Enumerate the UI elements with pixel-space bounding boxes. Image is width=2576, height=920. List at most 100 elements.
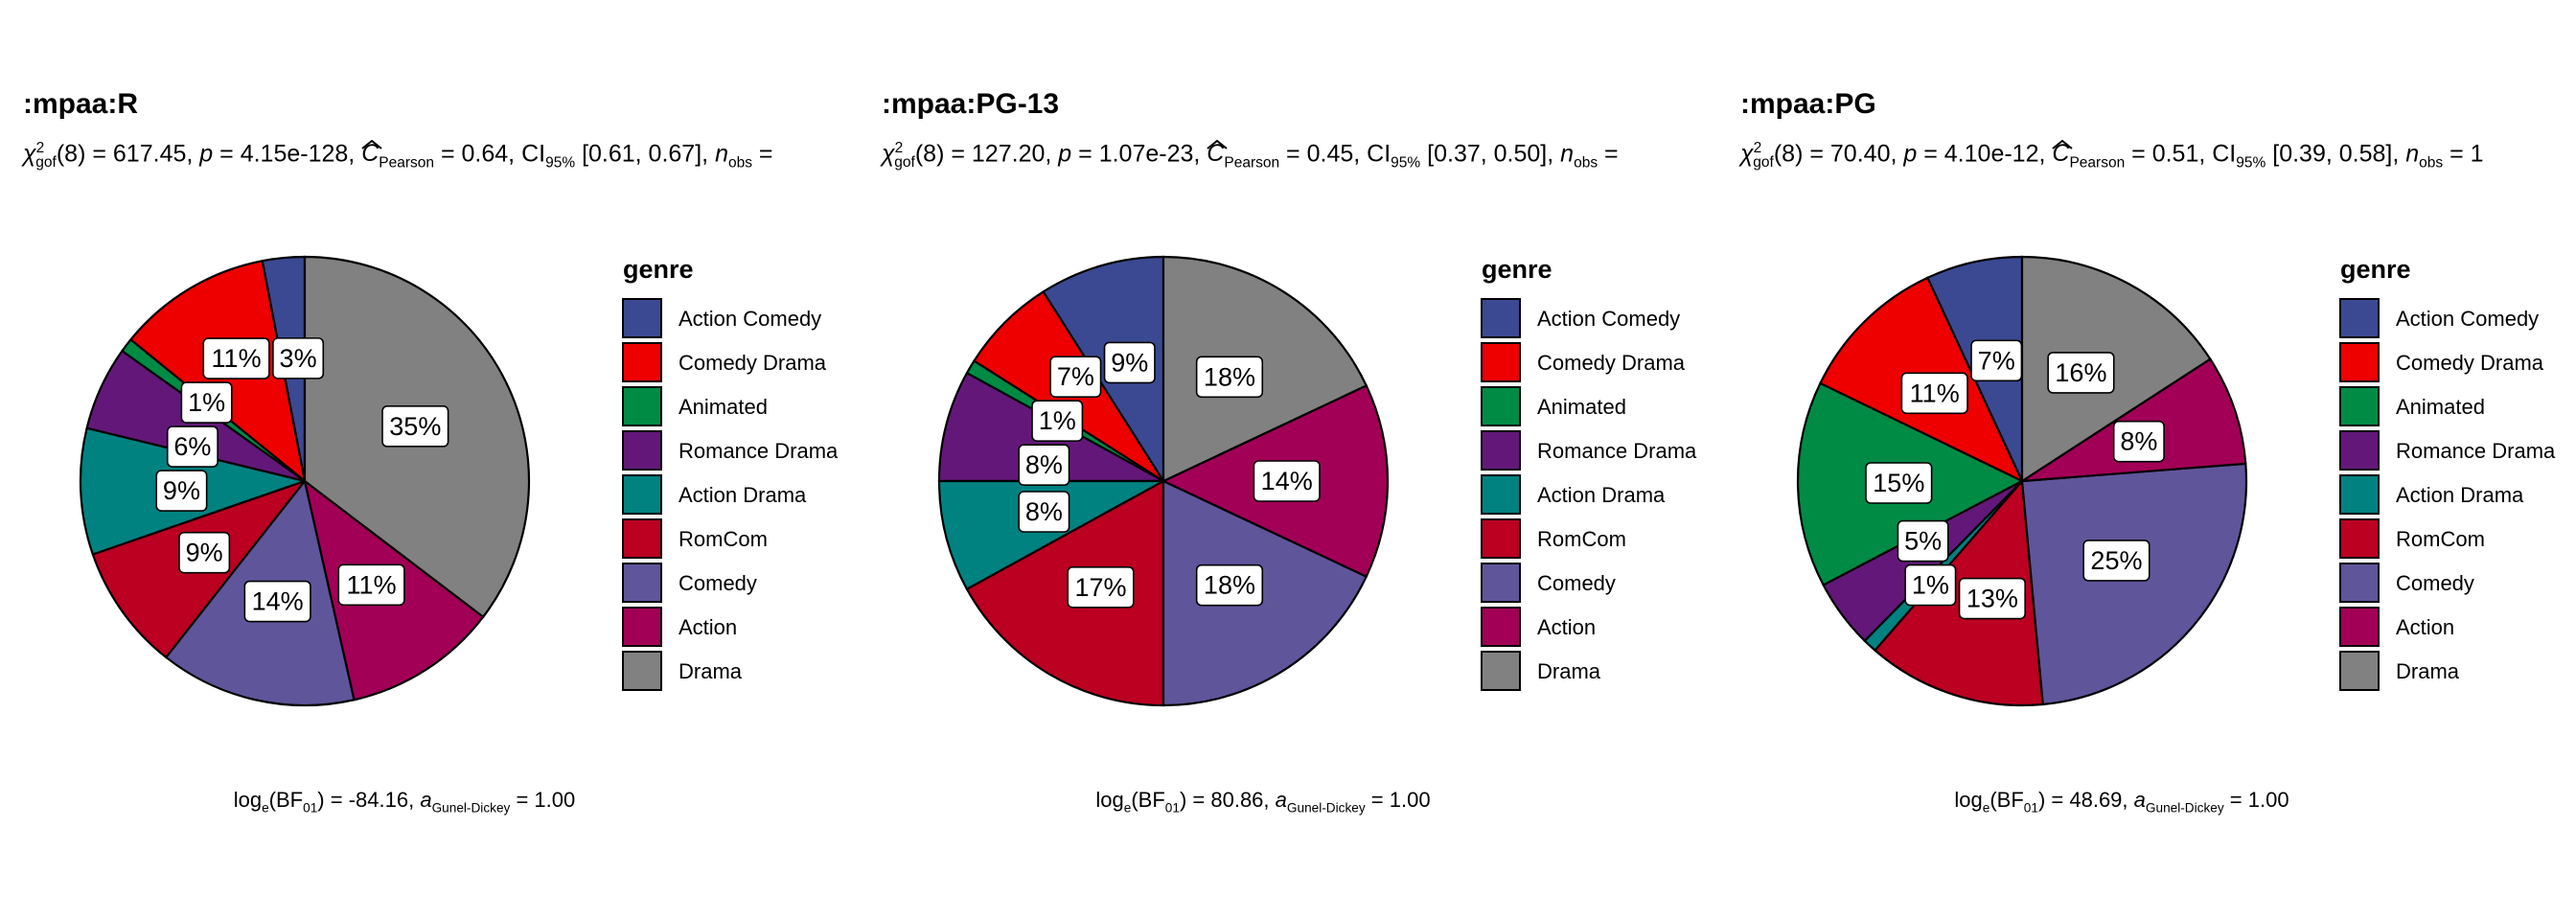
slice-label-romance-drama: 8% [1025,450,1063,479]
panel-subtitle: χ2gof(8) = 70.40, p = 4.10e-12, CPearson… [1740,140,2484,172]
pie-slice-action-comedy [1042,255,1165,485]
slice-labels: 7% 11% 15% 5% 1% 13% 25% 8% 16% [1865,339,2165,620]
slice-label-box [1897,519,1949,563]
slice-label-animated: 1% [188,388,225,417]
panel-title: :mpaa:PG-13 [882,88,1060,120]
slice-label-box [1031,400,1084,442]
legend-key-drama [2339,651,2380,691]
slice-label-animated: 15% [1873,469,1924,497]
legend-key-action-drama [622,474,662,515]
legend-key-comedy-drama [2339,342,2380,382]
a-value: 1.00 [534,788,576,812]
slice-label-box [1067,565,1135,609]
legend-label-action-comedy: Action Comedy [1537,307,1680,331]
legend-label-action-drama: Action Drama [1537,483,1666,507]
legend-key-action [2339,607,2380,647]
effect-size-value: 0.64 [461,140,509,168]
effect-size-value: 0.45 [1306,140,1354,168]
slice-label-comedy-drama: 11% [212,344,262,373]
slice-label-box [1904,564,1957,607]
legend: genre Action Comedy Comedy Drama Animated Ro… [1481,255,1697,691]
df-value: 8 [64,140,79,168]
slice-label-drama: 35% [389,412,441,441]
a-value: 1.00 [1389,788,1431,812]
slice-label-box [337,564,405,607]
legend-label-drama: Drama [678,659,743,683]
legend-key-comedy-drama [1481,342,1521,382]
legend-key-romance-drama [622,430,662,471]
slice-label-action: 14% [1261,467,1313,495]
slice-label-box [155,470,208,512]
bf-value: -84.16 [348,788,409,812]
bf-value: 48.69 [2069,788,2123,812]
slice-label-comedy: 18% [1204,571,1255,600]
legend-label-romcom: RomCom [2396,527,2485,551]
slice-label-drama: 18% [1204,362,1255,391]
legend-key-action-drama [2339,474,2380,515]
legend-label-action-drama: Action Drama [678,483,807,507]
slice-label-comedy-drama: 7% [1057,362,1094,391]
pie-slice-comedy [1162,479,1368,707]
panel-title: :mpaa:R [23,88,139,120]
ci-value: [0.39, 0.58] [2272,140,2393,168]
legend-key-comedy [622,563,662,603]
pie-slice-action [2021,357,2247,483]
legend-key-romcom [1481,518,1521,559]
slice-label-action-comedy: 9% [1111,348,1148,377]
slice-labels: 3% 11% 1% 6% 9% 9% 14% 11% 35% [155,337,449,623]
legend-label-romcom: RomCom [678,527,768,551]
slice-label-box [2047,352,2115,394]
slice-label-action-drama: 8% [1025,497,1063,526]
slice-label-box [1958,577,2026,620]
df-value: 8 [923,140,937,168]
pie-slice-drama [1162,255,1368,483]
legend-key-animated [622,386,662,426]
legend-key-romance-drama [1481,430,1521,471]
slice-label-box [1253,460,1321,502]
p-value: 1.07e-23 [1098,140,1194,168]
legend-key-romcom [2339,518,2380,559]
legend: genre Action Comedy Comedy Drama Animated Ro… [622,255,839,691]
pie-slices [79,255,531,707]
slice-label-comedy: 14% [252,587,304,616]
slice-label-action-comedy: 3% [280,344,317,373]
slice-label-romcom: 9% [186,539,223,567]
legend-key-drama [622,651,662,691]
legend-key-action [622,607,662,647]
pie-chart-r: 3% 11% 1% 6% 9% 9% 14% 11% 35% genre Action Comedy… [79,255,839,707]
slice-label-box [2112,420,2165,463]
statistic-value: 617.45 [112,140,187,168]
slice-label-comedy-drama: 11% [1910,379,1960,407]
panel-subtitle: χ2gof(8) = 127.20, p = 1.07e-23, CPearso… [882,140,1619,172]
legend: genre Action Comedy Comedy Drama Animated Ro… [2339,255,2556,691]
p-value: 4.10e-12 [1944,140,2039,168]
a-value: 1.00 [2247,788,2289,812]
legend-key-comedy [2339,563,2380,603]
slice-label-box [1865,462,1933,504]
ci-value: [0.61, 0.67] [582,140,702,168]
legend-label-comedy-drama: Comedy Drama [2396,351,2544,375]
slice-label-box [1195,356,1264,399]
legend-label-comedy-drama: Comedy Drama [1537,351,1686,375]
legend-key-romcom [622,518,662,559]
legend-title: genre [2340,255,2411,284]
legend-key-action-drama [1481,474,1521,515]
slice-label-box [2082,540,2150,582]
legend-key-action [1481,607,1521,647]
panel-pg13: 9% 7% 1% 8% 8% 17% 18% 14% 18% genre Action Comedy… [859,0,1717,920]
pie-slices [1796,255,2248,707]
slice-label-box [1018,444,1070,486]
slice-label-box [1018,491,1070,533]
panel-caption: loge(BF01) = -84.16, aGunel-Dickey = 1.0… [233,788,576,816]
slice-label-box [272,337,325,380]
slice-label-action: 11% [347,570,397,599]
legend-label-comedy: Comedy [2396,571,2474,595]
legend-label-action-drama: Action Drama [2396,483,2524,507]
pie-chart-pg13: 9% 7% 1% 8% 8% 17% 18% 14% 18% genre Action Comedy… [937,255,1697,707]
p-value: 4.15e-128 [240,140,349,168]
panel-pg: 7% 11% 15% 5% 1% 13% 25% 8% 16% genre Action Comed… [1717,0,2576,920]
slice-label-box [1103,341,1156,384]
panel-caption: loge(BF01) = 48.69, aGunel-Dickey = 1.00 [1954,788,2289,816]
legend-label-animated: Animated [678,395,768,419]
legend-title: genre [623,255,694,284]
